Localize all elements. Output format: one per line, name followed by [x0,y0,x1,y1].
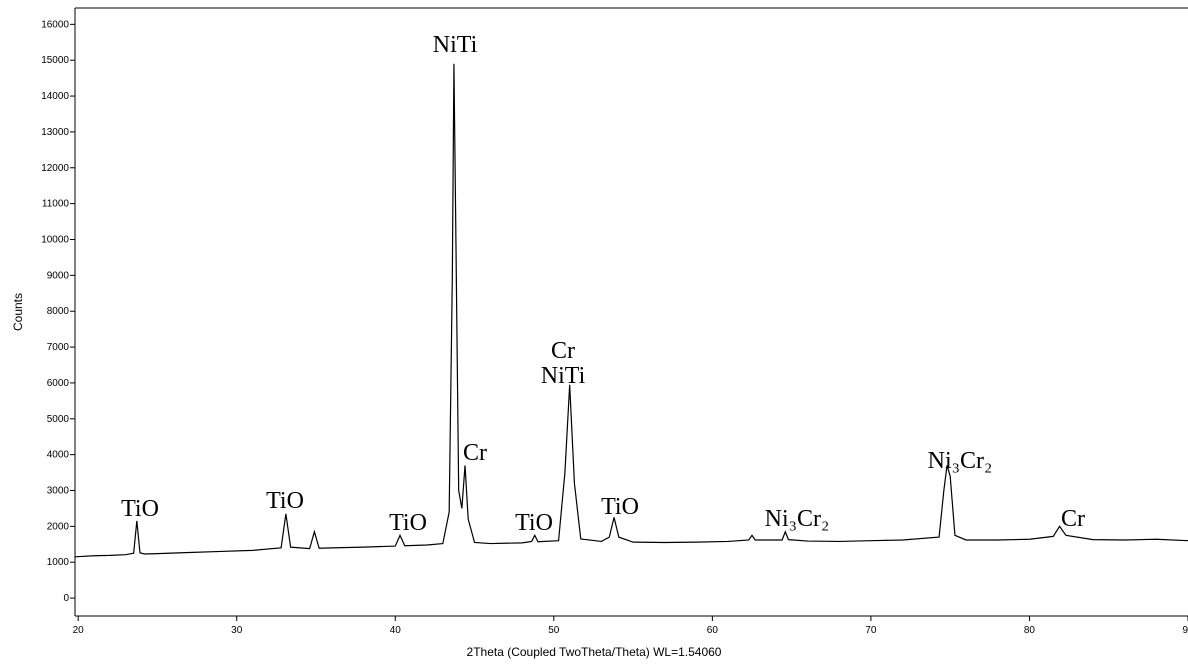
x-tick-label: 70 [865,625,877,636]
x-tick-label: 50 [548,625,560,636]
peak-label: Cr [551,338,575,364]
peak-label: NiTi [541,363,586,389]
peak-label: TiO [121,496,159,522]
y-tick-label: 4000 [47,450,70,461]
y-tick-label: 9000 [47,270,70,281]
x-axis-label: 2Theta (Coupled TwoTheta/Theta) WL=1.540… [467,645,722,659]
y-tick-label: 11000 [42,199,70,210]
y-tick-label: 12000 [41,163,69,174]
y-tick-label: 6000 [47,378,70,389]
peak-label: Ni₃Cr₂ [765,506,830,532]
x-tick-label: 40 [390,625,402,636]
peak-label: TiO [515,510,553,536]
y-tick-label: 3000 [47,485,70,496]
peak-label: TiO [266,488,304,514]
x-tick-label: 20 [73,625,85,636]
x-tick-label: 30 [231,625,243,636]
y-tick-label: 8000 [47,306,70,317]
peak-label: Ni₃Cr₂ [928,448,993,474]
peak-label: Cr [463,440,487,466]
y-tick-label: 16000 [41,19,69,30]
y-tick-label: 2000 [47,521,70,532]
y-tick-label: 14000 [41,91,69,102]
y-tick-label: 0 [63,593,69,604]
y-tick-label: 5000 [47,414,70,425]
peak-label: NiTi [433,32,478,58]
x-tick-label: 90 [1182,625,1188,636]
y-tick-label: 13000 [41,127,69,138]
y-axis-label: Counts [11,293,25,331]
peak-label: TiO [389,510,427,536]
data-line [74,63,1188,558]
peak-label: TiO [601,494,639,520]
x-tick-label: 60 [707,625,719,636]
y-tick-label: 1000 [47,557,70,568]
y-tick-label: 15000 [41,55,69,66]
peak-label: Cr [1061,506,1085,532]
x-tick-label: 80 [1024,625,1036,636]
y-tick-label: 7000 [47,342,70,353]
y-tick-label: 10000 [41,234,69,245]
